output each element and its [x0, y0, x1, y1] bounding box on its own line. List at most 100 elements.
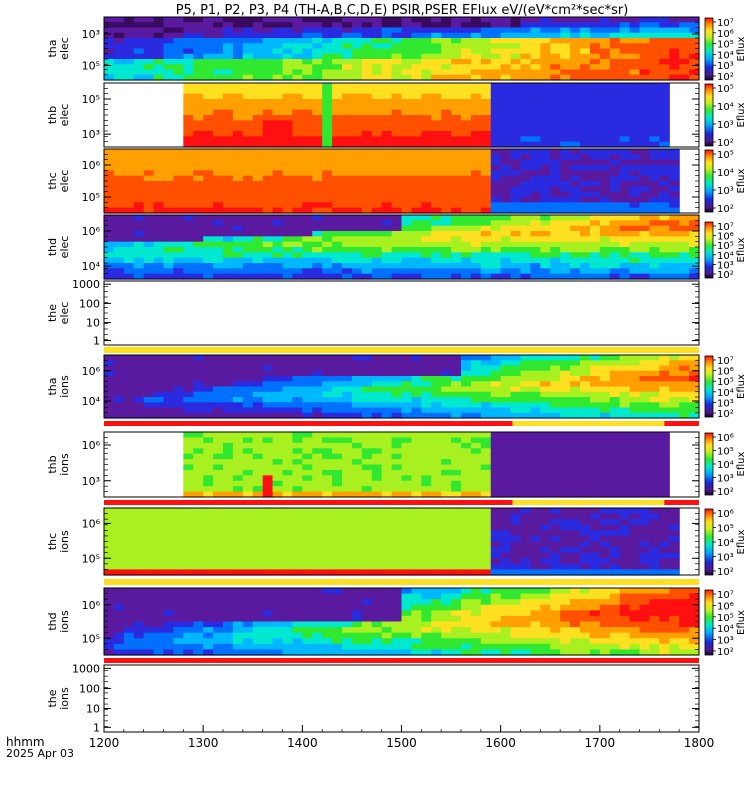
heat-cell	[589, 448, 601, 455]
heat-cell	[143, 170, 155, 177]
heat-cell	[609, 125, 621, 132]
heat-cell	[401, 115, 413, 121]
heat-cell	[213, 448, 224, 455]
heat-cell	[282, 59, 294, 65]
heat-cell	[302, 197, 313, 203]
heat-cell	[550, 69, 561, 76]
heat-cell	[223, 181, 234, 187]
heat-cell	[351, 252, 363, 259]
heat-cell	[104, 43, 115, 50]
heat-cell	[163, 519, 175, 526]
heat-cell	[342, 475, 353, 482]
heat-cell	[223, 563, 234, 571]
heat-cell	[609, 442, 621, 449]
heat-cell	[203, 136, 214, 143]
heat-cell	[629, 181, 641, 187]
heat-cell	[570, 437, 581, 444]
heat-cell	[242, 53, 254, 60]
heat-cell	[659, 569, 670, 576]
heat-cell	[570, 407, 581, 414]
heat-cell	[203, 115, 214, 121]
heat-cell	[123, 524, 135, 531]
heat-cell	[153, 257, 165, 264]
heat-cell	[689, 412, 700, 419]
heat-cell	[609, 43, 621, 50]
heat-cell	[609, 432, 621, 439]
heat-cell	[183, 197, 194, 203]
heat-cell	[104, 370, 115, 377]
heat-cell	[490, 475, 502, 482]
heat-cell	[371, 391, 383, 398]
heat-cell	[619, 17, 631, 23]
heat-cell	[133, 159, 145, 166]
heat-cell	[302, 381, 313, 388]
heat-cell	[510, 437, 522, 444]
heat-cell	[292, 154, 303, 161]
heat-cell	[302, 558, 313, 565]
heat-cell	[589, 513, 601, 520]
heat-cell	[193, 99, 204, 105]
heat-cell	[342, 252, 353, 259]
heat-cell	[550, 486, 561, 493]
heat-cell	[391, 453, 403, 460]
heat-cell	[540, 442, 551, 449]
heat-cell	[223, 365, 234, 372]
heat-cell	[490, 69, 502, 76]
heat-cell	[411, 170, 422, 177]
heat-cell	[401, 263, 413, 269]
heat-cell	[133, 165, 145, 171]
heat-cell	[183, 247, 194, 253]
heat-cell	[193, 519, 204, 526]
heat-cell	[351, 268, 363, 275]
heat-cell	[252, 268, 264, 275]
heat-cell	[322, 225, 333, 232]
heat-cell	[500, 115, 512, 121]
heat-cell	[679, 273, 690, 280]
heat-cell	[530, 141, 541, 148]
heat-cell	[203, 17, 214, 23]
heat-cell	[639, 109, 651, 116]
heat-cell	[113, 563, 125, 571]
heat-cell	[470, 519, 482, 526]
heat-cell	[173, 207, 184, 214]
heat-cell	[441, 215, 452, 221]
heat-cell	[371, 43, 383, 50]
heat-cell	[282, 442, 294, 449]
heat-cell	[232, 563, 244, 571]
heat-cell	[252, 141, 264, 148]
heat-cell	[173, 215, 184, 221]
y-tick-label: 10	[86, 317, 100, 330]
y-tick-label: 1	[93, 335, 100, 348]
heat-cell	[262, 407, 274, 414]
heat-cell	[312, 131, 323, 137]
heat-cell	[361, 524, 373, 531]
heat-cell	[232, 99, 244, 105]
heat-cell	[351, 563, 363, 571]
heat-cell	[232, 453, 244, 460]
heat-cell	[401, 508, 413, 515]
heat-cell	[570, 231, 581, 237]
heat-cell	[570, 175, 581, 182]
heat-cell	[609, 74, 621, 81]
heat-cell	[401, 43, 413, 50]
heat-cell	[332, 207, 343, 214]
heat-cell	[391, 442, 403, 449]
heat-cell	[589, 391, 601, 398]
heat-cell	[659, 83, 670, 89]
heat-cell	[530, 104, 541, 111]
heat-cell	[659, 141, 670, 148]
heat-cell	[371, 191, 383, 198]
heat-cell	[332, 469, 343, 476]
heat-cell	[312, 99, 323, 105]
heat-cell	[451, 93, 462, 100]
heat-cell	[242, 236, 254, 243]
heat-cell	[213, 273, 224, 280]
heat-cell	[629, 475, 641, 482]
heat-cell	[441, 88, 452, 95]
heat-cell	[113, 541, 125, 548]
heat-cell	[312, 535, 323, 543]
heat-cell	[232, 69, 244, 76]
heat-cell	[262, 99, 274, 105]
heat-cell	[272, 412, 284, 419]
heat-cell	[252, 69, 264, 76]
